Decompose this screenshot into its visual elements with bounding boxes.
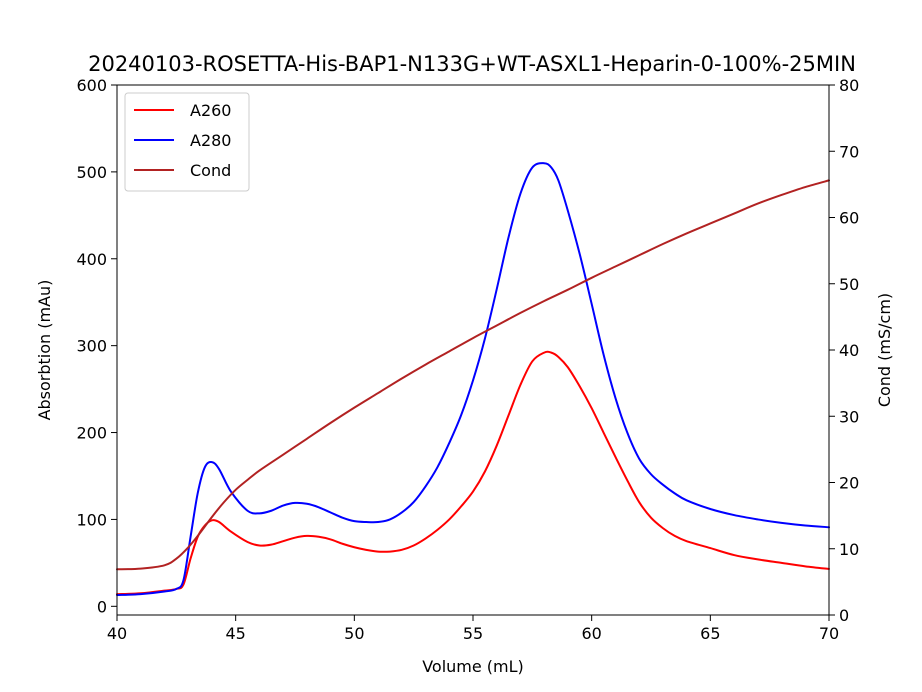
y-axis-right: 0 10 20 30 40 50 60 70 80	[829, 76, 859, 625]
y2-tick-label: 70	[839, 142, 859, 161]
legend-label-cond: Cond	[190, 161, 231, 180]
series-line-cond	[116, 179, 830, 571]
series-line-a280	[116, 162, 830, 597]
x-tick-label: 70	[819, 624, 839, 643]
series-layer	[116, 162, 830, 597]
y-tick-label: 100	[76, 510, 107, 529]
chart-title: 20240103-ROSETTA-His-BAP1-N133G+WT-ASXL1…	[88, 52, 856, 76]
y2-tick-label: 60	[839, 209, 859, 228]
x-tick-label: 55	[463, 624, 483, 643]
x-tick-label: 65	[700, 624, 720, 643]
x-tick-label: 60	[581, 624, 601, 643]
legend-label-a260: A260	[190, 101, 231, 120]
y2-tick-label: 10	[839, 540, 859, 559]
x-tick-label: 50	[344, 624, 364, 643]
legend-label-a280: A280	[190, 131, 231, 150]
y-axis-title: Absorbtion (mAu)	[35, 280, 54, 421]
legend-box	[124, 92, 250, 192]
y2-tick-label: 30	[839, 407, 859, 426]
y-tick-label: 200	[76, 424, 107, 443]
y2-tick-label: 50	[839, 275, 859, 294]
y2-tick-label: 80	[839, 76, 859, 95]
x-axis-title: Volume (mL)	[422, 657, 524, 676]
y2-tick-label: 0	[839, 606, 849, 625]
y-tick-label: 300	[76, 337, 107, 356]
legend: A260 A280 Cond	[124, 92, 250, 192]
x-tick-label: 40	[107, 624, 127, 643]
y-tick-label: 500	[76, 163, 107, 182]
y2-tick-label: 20	[839, 474, 859, 493]
y-tick-label: 400	[76, 250, 107, 269]
x-axis: 40 45 50 55 60 65 70	[107, 615, 839, 643]
y2-tick-label: 40	[839, 341, 859, 360]
series-line-a260	[116, 350, 830, 596]
y2-axis-title: Cond (mS/cm)	[875, 293, 894, 407]
y-tick-label: 600	[76, 76, 107, 95]
y-tick-label: 0	[97, 597, 107, 616]
y-axis-left: 0 100 200 300 400 500 600	[76, 76, 117, 616]
x-tick-label: 45	[225, 624, 245, 643]
